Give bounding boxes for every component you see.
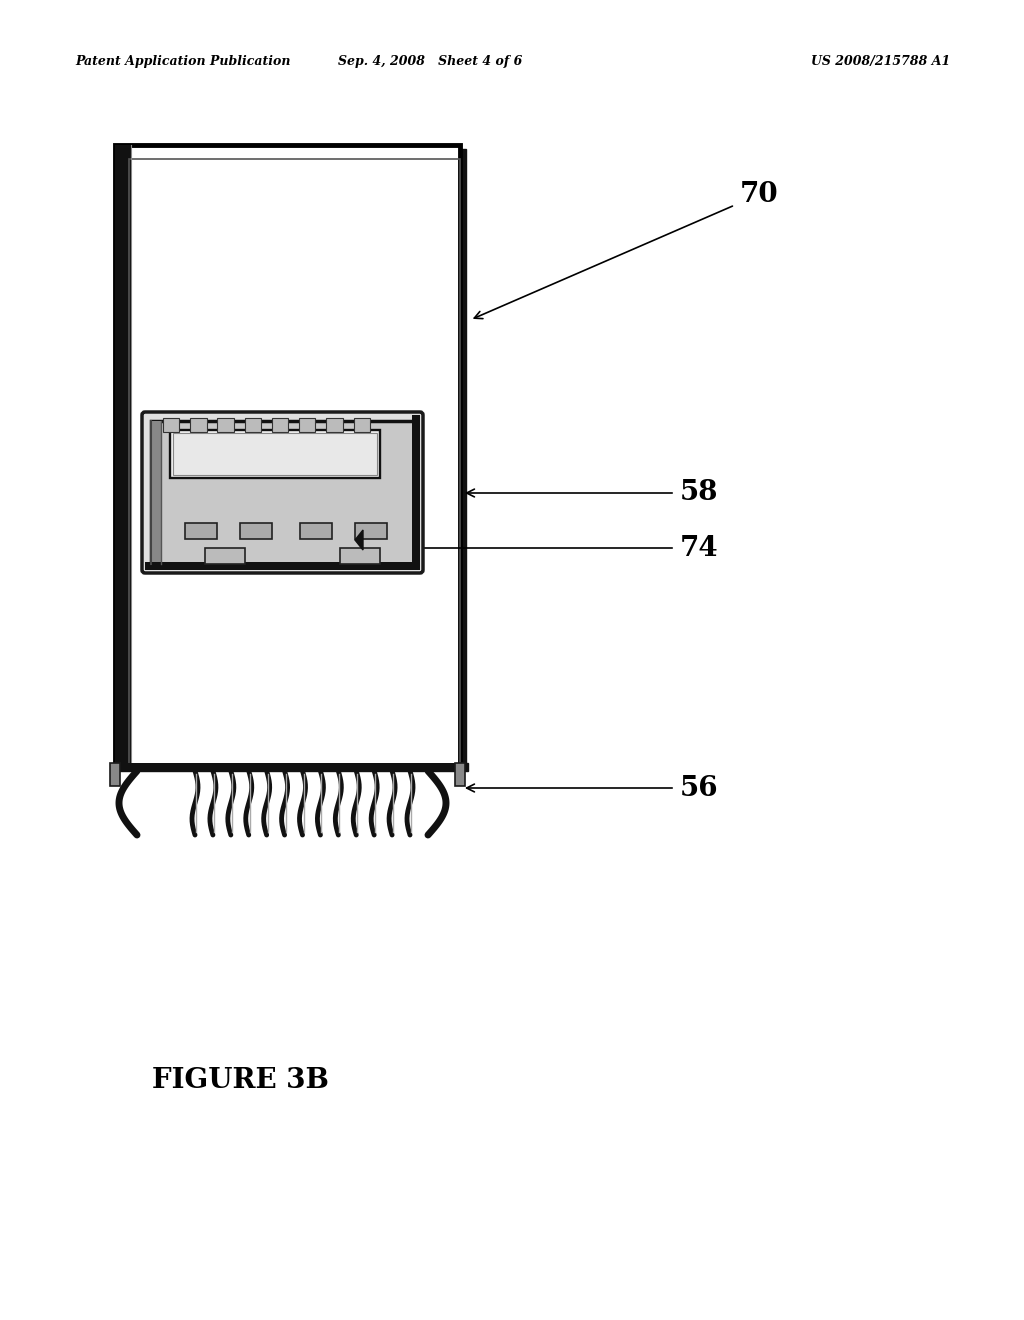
Bar (190, 418, 207, 432)
Bar (355, 523, 387, 539)
Text: FIGURE 3B: FIGURE 3B (152, 1067, 329, 1093)
Bar (300, 523, 332, 539)
Bar (151, 421, 414, 564)
Bar (110, 763, 120, 785)
Text: 56: 56 (680, 775, 719, 801)
Bar (412, 414, 420, 570)
Bar (455, 763, 465, 785)
Bar (170, 430, 380, 478)
Bar (327, 418, 343, 432)
Bar (340, 548, 380, 564)
Bar (299, 418, 315, 432)
Bar (129, 158, 460, 766)
Bar (185, 523, 217, 539)
Bar (115, 145, 131, 766)
Bar (458, 149, 466, 770)
Text: 70: 70 (740, 181, 778, 209)
Bar (245, 418, 261, 432)
FancyBboxPatch shape (142, 412, 423, 573)
Bar (173, 433, 377, 475)
Text: US 2008/215788 A1: US 2008/215788 A1 (811, 55, 950, 69)
Bar (272, 418, 288, 432)
Text: Sep. 4, 2008   Sheet 4 of 6: Sep. 4, 2008 Sheet 4 of 6 (338, 55, 522, 69)
Text: 58: 58 (680, 479, 719, 507)
Polygon shape (355, 531, 362, 550)
Bar (151, 421, 161, 564)
Bar (115, 763, 460, 771)
Bar (119, 763, 468, 771)
Bar (353, 418, 370, 432)
Text: 74: 74 (680, 535, 719, 561)
Bar (205, 548, 245, 564)
Text: Patent Application Publication: Patent Application Publication (75, 55, 291, 69)
Bar (145, 562, 420, 570)
Bar (240, 523, 272, 539)
Bar (163, 418, 179, 432)
Bar (217, 418, 233, 432)
Bar (115, 145, 460, 766)
